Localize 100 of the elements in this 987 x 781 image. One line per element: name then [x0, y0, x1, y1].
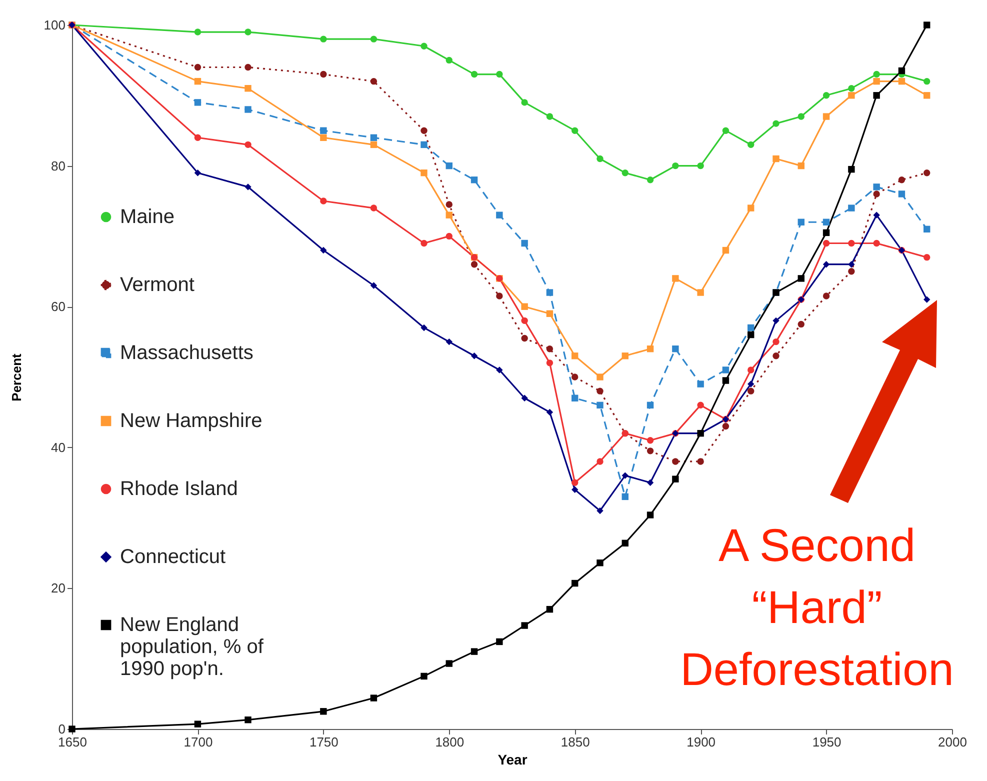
y-tick-label: 80	[51, 158, 66, 174]
point	[848, 261, 855, 268]
point	[848, 92, 855, 99]
x-tick-label: 1900	[686, 734, 716, 750]
point	[244, 64, 252, 71]
x-tick-label: 1800	[435, 734, 464, 750]
legend-label: New Hampshire	[120, 410, 262, 432]
point	[924, 78, 930, 85]
point	[546, 113, 554, 120]
point	[898, 67, 906, 74]
point	[748, 204, 754, 212]
point	[722, 377, 730, 384]
point	[320, 198, 327, 204]
point	[822, 240, 830, 247]
point	[446, 232, 452, 240]
point	[572, 374, 578, 380]
point	[320, 70, 327, 78]
point	[898, 78, 906, 85]
point	[446, 338, 452, 346]
x-tick-label: 1850	[560, 734, 590, 750]
point	[194, 28, 202, 36]
point	[672, 162, 679, 170]
point	[521, 317, 528, 324]
point	[622, 493, 628, 500]
point	[420, 141, 428, 148]
point	[697, 289, 704, 296]
point	[596, 402, 604, 409]
point	[370, 134, 378, 141]
point	[772, 155, 780, 162]
point	[596, 374, 604, 380]
point	[772, 352, 780, 360]
point	[420, 672, 428, 680]
point	[572, 352, 578, 360]
y-tick-label: 20	[51, 580, 66, 596]
point	[646, 479, 654, 486]
point	[470, 176, 478, 184]
point	[521, 240, 528, 247]
point	[722, 366, 730, 374]
x-tick-label: 1700	[184, 734, 213, 750]
point	[646, 345, 654, 352]
x-tick-label: 2000	[938, 734, 967, 750]
point	[722, 246, 730, 254]
point	[798, 320, 804, 328]
point	[646, 437, 654, 444]
point	[672, 275, 679, 282]
point	[772, 338, 780, 346]
point	[898, 190, 906, 198]
point	[420, 324, 428, 332]
legend-label: Maine	[120, 206, 174, 228]
point	[244, 28, 252, 36]
point	[748, 366, 754, 374]
point	[496, 70, 503, 78]
point	[822, 229, 830, 236]
point	[244, 106, 252, 113]
point	[748, 324, 754, 332]
point	[320, 246, 327, 254]
point	[748, 331, 754, 338]
point	[446, 201, 452, 208]
point	[848, 204, 855, 212]
point	[822, 261, 830, 268]
point	[873, 212, 880, 218]
point	[572, 479, 578, 486]
point	[496, 366, 503, 374]
point	[546, 360, 554, 366]
legend-label: Rhode Island	[120, 478, 238, 500]
point	[873, 190, 880, 198]
point	[470, 648, 478, 655]
point	[521, 303, 528, 310]
point	[822, 92, 830, 99]
point	[320, 36, 327, 42]
point	[646, 176, 654, 184]
point	[748, 380, 754, 388]
point	[496, 638, 503, 646]
point	[798, 218, 804, 226]
point	[873, 240, 880, 247]
point	[924, 169, 930, 176]
y-tick-label: 60	[51, 299, 66, 314]
point	[446, 56, 452, 64]
point	[672, 345, 679, 352]
point	[370, 141, 378, 148]
point	[722, 422, 730, 430]
point	[320, 134, 327, 141]
point	[822, 292, 830, 300]
annotation: A Second “Hard” Deforestation	[680, 519, 954, 695]
point	[446, 212, 452, 218]
point	[320, 127, 327, 134]
point	[924, 226, 930, 233]
point	[646, 402, 654, 409]
point	[697, 162, 704, 170]
x-tick-label: 1650	[58, 734, 87, 750]
point	[546, 289, 554, 296]
point	[420, 169, 428, 176]
point	[496, 212, 503, 218]
point	[521, 622, 528, 629]
legend-label: Vermont	[120, 274, 195, 296]
point	[697, 380, 704, 388]
legend-label: Connecticut	[120, 546, 226, 568]
point	[924, 254, 930, 261]
point	[370, 36, 378, 42]
point	[521, 394, 528, 402]
